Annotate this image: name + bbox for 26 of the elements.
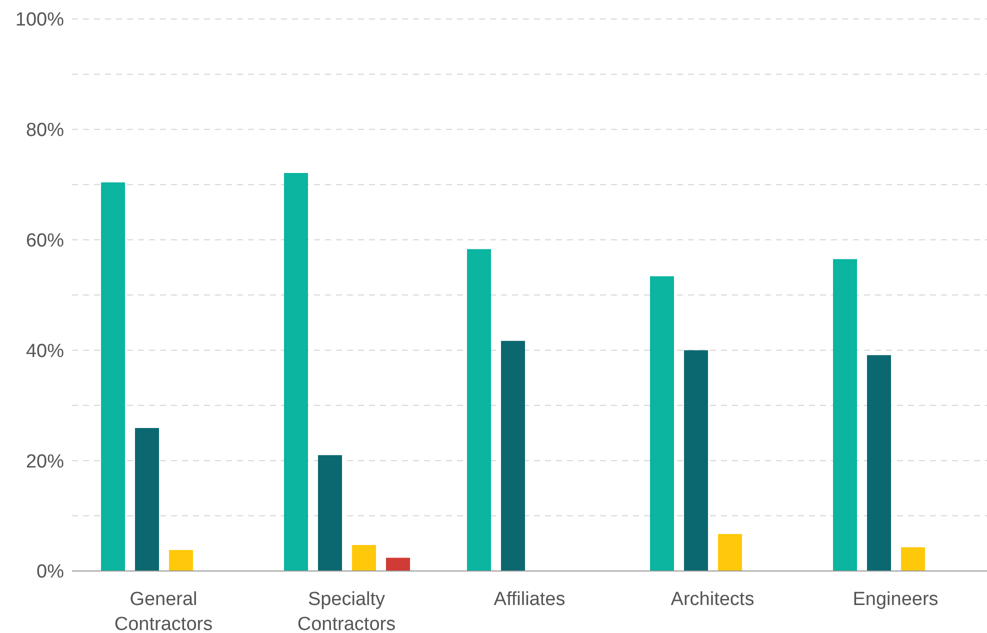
bar (386, 558, 410, 571)
bar (650, 276, 674, 571)
y-tick-label: 40% (26, 340, 64, 362)
y-tick-label: 0% (36, 562, 64, 583)
bar (318, 455, 342, 571)
bar (901, 547, 925, 571)
bar (684, 350, 708, 571)
bar (467, 249, 491, 571)
y-tick-label: 60% (26, 230, 64, 252)
bar (101, 182, 125, 571)
x-tick-label: Architects (670, 589, 754, 610)
y-tick-label: 20% (26, 451, 64, 472)
bar (169, 550, 193, 571)
x-tick-label: Affiliates (494, 589, 566, 610)
bar (501, 340, 525, 571)
bar (867, 355, 891, 571)
x-tick-label: Engineers (852, 589, 938, 610)
y-tick-label: 80% (26, 120, 64, 142)
bar (135, 428, 159, 571)
bar (718, 534, 742, 571)
bar (352, 545, 376, 571)
bar (833, 259, 857, 571)
bar (284, 173, 308, 571)
x-tick-label: General Contractors (114, 589, 213, 633)
x-tick-label: Specialty Contractors (297, 589, 396, 633)
y-tick-label: 100% (15, 10, 64, 31)
